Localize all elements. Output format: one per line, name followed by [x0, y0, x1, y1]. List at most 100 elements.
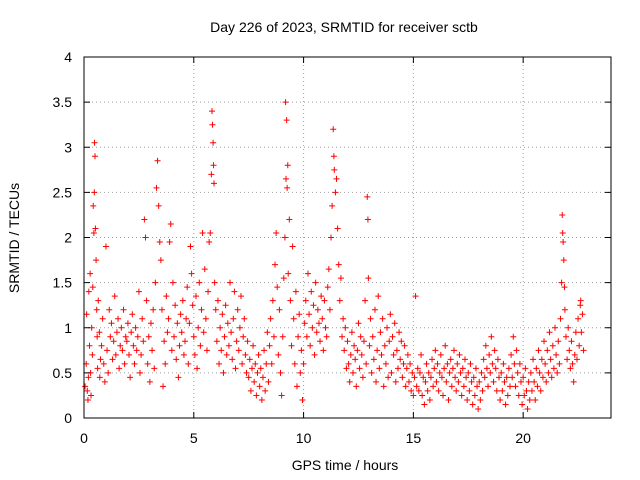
data-point [528, 387, 535, 394]
data-point [390, 351, 397, 358]
data-point [374, 347, 381, 354]
data-point [184, 284, 191, 291]
data-point [132, 324, 139, 331]
data-point [469, 401, 476, 408]
data-point [160, 383, 167, 390]
data-point [448, 383, 455, 390]
data-point [162, 360, 169, 367]
data-point [527, 369, 534, 376]
data-point [178, 329, 185, 336]
data-point [464, 396, 471, 403]
data-point [459, 365, 466, 372]
data-point [105, 369, 112, 376]
data-point [430, 383, 437, 390]
data-point [479, 387, 486, 394]
data-point [123, 338, 130, 345]
data-point [224, 320, 231, 327]
data-point [493, 387, 500, 394]
data-point [104, 347, 111, 354]
data-point [82, 383, 89, 390]
data-point [197, 342, 204, 349]
data-point [84, 396, 91, 403]
data-point [477, 396, 484, 403]
data-point [472, 365, 479, 372]
data-point [571, 351, 578, 358]
data-point [444, 360, 451, 367]
data-point [191, 351, 198, 358]
data-point [385, 374, 392, 381]
data-point [276, 306, 283, 313]
data-point [161, 338, 168, 345]
data-point [363, 360, 370, 367]
data-point [532, 396, 539, 403]
data-point [513, 347, 520, 354]
data-point [174, 320, 181, 327]
data-point [90, 229, 97, 236]
data-point [498, 369, 505, 376]
data-point [93, 306, 100, 313]
data-point [209, 108, 216, 115]
data-point [219, 311, 226, 318]
data-point [284, 162, 291, 169]
data-point [177, 311, 184, 318]
data-point [407, 360, 414, 367]
x-tick-label: 15 [406, 430, 422, 446]
data-point [212, 306, 219, 313]
data-point [437, 351, 444, 358]
data-point [222, 302, 229, 309]
data-point [118, 324, 125, 331]
data-point [516, 360, 523, 367]
data-point [90, 202, 97, 209]
data-point [248, 365, 255, 372]
data-point [557, 315, 564, 322]
data-point [100, 360, 107, 367]
data-point [116, 365, 123, 372]
data-point [535, 347, 542, 354]
data-point [92, 225, 99, 232]
data-point [251, 378, 258, 385]
data-point [339, 333, 346, 340]
data-point [134, 333, 141, 340]
y-tick-label: 4 [64, 49, 72, 65]
data-point [370, 356, 377, 363]
data-point [429, 356, 436, 363]
data-point [511, 360, 518, 367]
y-tick-label: 2.5 [53, 184, 73, 200]
data-point [560, 239, 567, 246]
data-point [490, 378, 497, 385]
data-point [542, 360, 549, 367]
data-point [340, 315, 347, 322]
data-point [168, 347, 175, 354]
data-point [336, 297, 343, 304]
data-point [108, 320, 115, 327]
data-point [552, 324, 559, 331]
data-point [91, 189, 98, 196]
data-point [301, 320, 308, 327]
data-point [500, 360, 507, 367]
data-point [243, 369, 250, 376]
data-point [209, 121, 216, 128]
data-point [343, 365, 350, 372]
data-point [110, 338, 117, 345]
grid [84, 57, 611, 418]
data-point [506, 383, 513, 390]
data-point [200, 329, 207, 336]
data-point [141, 216, 148, 223]
data-point [547, 356, 554, 363]
data-point [99, 315, 106, 322]
data-point [310, 302, 317, 309]
data-point [415, 387, 422, 394]
data-point [94, 333, 101, 340]
data-point [320, 347, 327, 354]
data-point [165, 315, 172, 322]
data-point [366, 342, 373, 349]
data-point [440, 392, 447, 399]
data-point [234, 306, 241, 313]
data-point [455, 378, 462, 385]
data-point [311, 351, 318, 358]
data-point [356, 365, 363, 372]
data-point [120, 306, 127, 313]
data-point [297, 369, 304, 376]
data-point [113, 329, 120, 336]
data-point [124, 320, 131, 327]
